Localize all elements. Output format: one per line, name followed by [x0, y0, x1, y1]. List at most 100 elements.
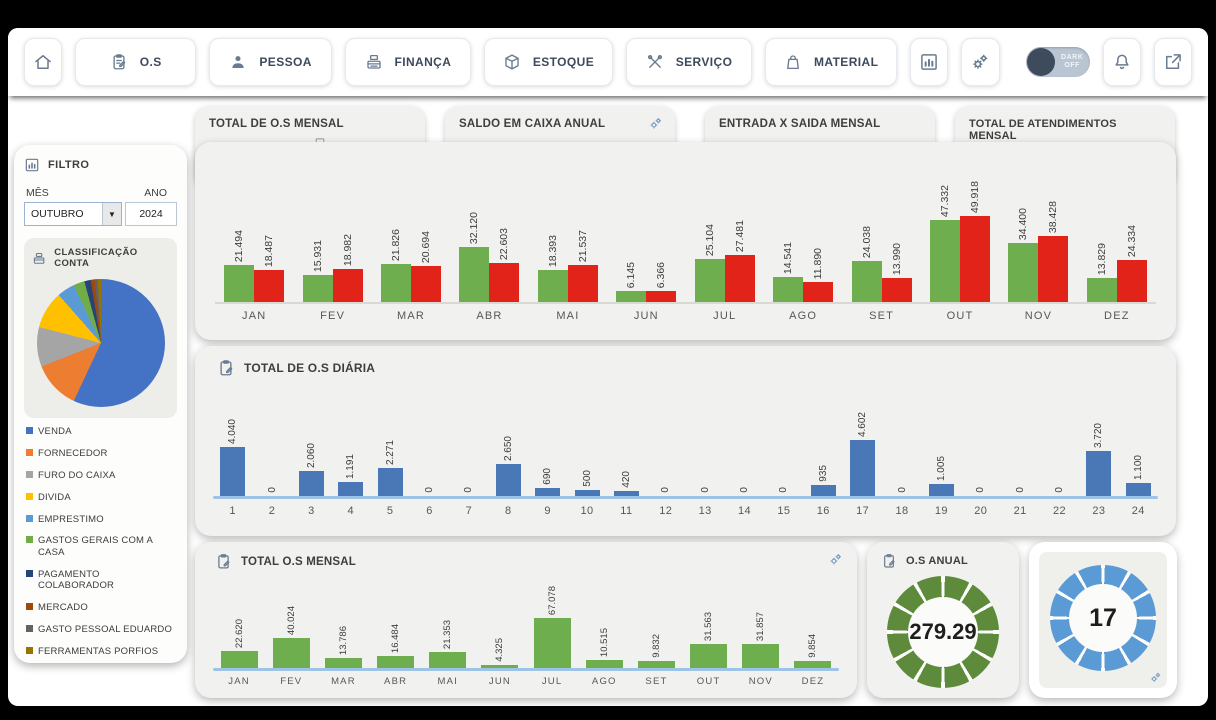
bar-group: 0: [725, 487, 764, 496]
category-label: 15: [777, 505, 791, 517]
gears-icon[interactable]: [828, 552, 843, 567]
category-label: 19: [934, 505, 949, 517]
legend-item: GASTOS GERAIS COM A CASA: [26, 535, 175, 558]
dark-mode-toggle[interactable]: DARK OFF: [1025, 47, 1090, 77]
category-label: NOV: [748, 676, 773, 687]
legend-label: DIVIDA: [38, 491, 71, 503]
bar: [803, 282, 834, 302]
export-button[interactable]: [1153, 38, 1193, 86]
nav-item-pessoa[interactable]: PESSOA: [209, 38, 332, 86]
category-label: 10: [580, 505, 594, 517]
os-diaria-panel: TOTAL DE O.S DIÁRIA 4.040 0 2.060 1.191 2.27…: [195, 346, 1176, 536]
category-label: FEV: [280, 676, 303, 687]
nav-item-os[interactable]: O.S: [75, 38, 197, 86]
bar: [338, 482, 364, 496]
category-label: 12: [659, 505, 673, 517]
bar-group: 4.602: [843, 412, 882, 496]
bar-chart-icon: [25, 158, 39, 172]
gears-icon[interactable]: [648, 116, 663, 131]
category-label: 1: [229, 505, 236, 517]
clipboard-icon: [218, 554, 230, 569]
bar: [411, 266, 442, 302]
bar-value-label: 4.602: [857, 411, 869, 437]
bar: [381, 264, 412, 302]
legend-item: FERRAMENTAS PORFIOS: [26, 646, 175, 657]
nav-item-servico[interactable]: SERVIÇO: [626, 38, 752, 86]
bar-group: 18.393 21.537: [529, 230, 607, 302]
app-window: O.S PESSOA FINANÇA ESTOQUE SERVIÇO MATER…: [8, 28, 1208, 706]
bar: [742, 644, 780, 668]
bar-group: 15.931 18.982: [293, 234, 371, 302]
category-label: ABR: [476, 310, 503, 322]
bar-group: 14.541 11.890: [764, 242, 842, 302]
os-mensal-chart: 22.620 40.024 13.786 16.484 21.353 4.325 67.07…: [213, 578, 839, 687]
nav-item-label: FINANÇA: [394, 55, 452, 69]
category-label: 6: [426, 505, 433, 517]
bar-value-label: 27.481: [733, 219, 746, 252]
settings-button[interactable]: [961, 38, 1000, 86]
bar-value-label: 31.563: [703, 611, 715, 641]
bar-group: 21.353: [422, 620, 474, 668]
bar-value-label: 21.353: [442, 619, 454, 649]
bar: [928, 484, 954, 496]
bar-group: 6.145 6.366: [607, 262, 685, 302]
month-select[interactable]: OUTUBRO ▼: [24, 202, 122, 226]
home-icon: [35, 55, 51, 69]
os-anual-value: 279.29: [908, 597, 978, 667]
bar-value-label: 20.694: [420, 230, 433, 263]
bar-value-label: 2.060: [305, 442, 317, 468]
legend-swatch: [26, 624, 33, 632]
category-label: OUT: [946, 310, 974, 322]
bar-group: 32.120 22.603: [450, 212, 528, 302]
bar: [616, 291, 647, 302]
nav-item-label: PESSOA: [259, 55, 312, 69]
bar-value-label: 690: [542, 468, 554, 485]
bar-group: 10.515: [578, 628, 630, 668]
bar-value-label: 18.393: [546, 234, 559, 267]
bar-value-label: 0: [699, 487, 711, 493]
legend-swatch: [26, 646, 33, 654]
bar-group: 21.826 20.694: [372, 229, 450, 302]
category-label: MAR: [331, 676, 356, 687]
bar-value-label: 24.334: [1125, 224, 1138, 257]
legend-swatch: [26, 536, 33, 544]
category-label: MAI: [556, 310, 580, 322]
chart-button[interactable]: [910, 38, 949, 86]
nav-item-financa[interactable]: FINANÇA: [344, 38, 471, 86]
category-label: AGO: [789, 310, 818, 322]
category-label: FEV: [320, 310, 346, 322]
notifications-button[interactable]: [1102, 38, 1141, 86]
year-label: ANO: [144, 187, 167, 199]
home-button[interactable]: [24, 38, 63, 86]
header-card-title: TOTAL DE O.S MENSAL: [209, 118, 344, 130]
bar-group: 2.650: [489, 436, 528, 496]
bar: [613, 491, 639, 496]
bar-group: 500: [567, 470, 606, 496]
bar-value-label: 11.890: [812, 247, 825, 279]
category-label: JAN: [228, 676, 250, 687]
bar-group: 31.857: [735, 612, 787, 668]
nav-item-estoque[interactable]: ESTOQUE: [483, 38, 614, 86]
clipboard-icon: [884, 554, 895, 568]
bar: [298, 471, 324, 496]
legend-item: DIVIDA: [26, 492, 175, 503]
bar-group: 4.325: [474, 638, 526, 668]
bar-value-label: 0: [778, 487, 790, 493]
bar: [220, 651, 258, 668]
filter-title: FILTRO: [48, 159, 90, 171]
bar-value-label: 21.494: [233, 229, 246, 262]
legend-label: FURO DO CAIXA: [38, 469, 116, 481]
bar: [481, 665, 519, 668]
year-input[interactable]: [125, 202, 177, 226]
axis-line: [215, 302, 1156, 304]
bar-value-label: 4.040: [227, 418, 239, 444]
bar: [810, 485, 836, 496]
bar: [332, 269, 363, 302]
bar-value-label: 1.005: [935, 455, 947, 481]
gears-icon[interactable]: [1149, 671, 1162, 684]
bag-icon: [787, 55, 799, 70]
gauge-inner-card: 17: [1039, 552, 1167, 688]
legend-item: FURO DO CAIXA: [26, 470, 175, 481]
nav-item-material[interactable]: MATERIAL: [765, 38, 898, 86]
category-label: JUN: [633, 310, 659, 322]
